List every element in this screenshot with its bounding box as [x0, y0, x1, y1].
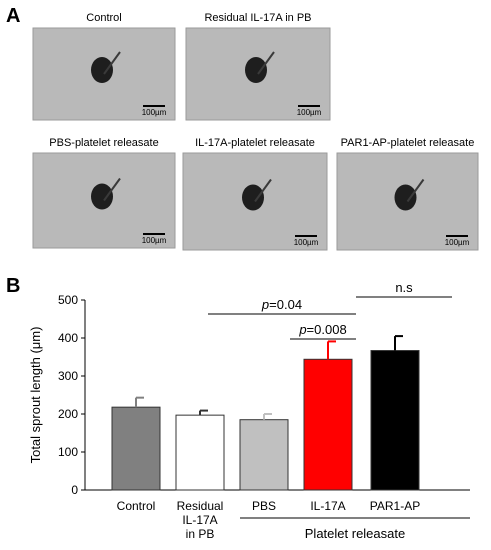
sprout	[254, 178, 272, 203]
bar	[239, 419, 289, 491]
spheroid	[394, 184, 417, 211]
y-tick-label: 400	[58, 331, 78, 345]
image-caption: Residual IL-17A in PB	[204, 12, 311, 24]
image-caption: PBS-platelet releasate	[49, 137, 158, 149]
sprout	[103, 177, 121, 202]
scale-bar-label: 100µm	[445, 238, 470, 247]
scale-bar-label: 100µm	[294, 238, 319, 247]
annotation: n.s	[395, 280, 413, 295]
bar	[303, 358, 353, 491]
y-tick-label: 100	[58, 445, 78, 459]
y-tick-label: 500	[58, 293, 78, 307]
spheroid	[91, 183, 113, 210]
x-tick-label: Control	[117, 499, 156, 513]
spheroid	[242, 184, 264, 211]
scale-bar-label: 100µm	[297, 108, 322, 117]
sprout	[406, 178, 425, 203]
x-tick-label: IL-17A	[310, 499, 345, 513]
bar	[370, 350, 420, 491]
group-label: Platelet releasate	[305, 526, 405, 541]
y-tick-label: 0	[71, 483, 78, 497]
bar	[111, 406, 161, 491]
panel-label: A	[6, 5, 20, 27]
x-tick-label: Residual IL-17A in PB	[177, 499, 224, 541]
spheroid	[245, 57, 267, 83]
y-tick-label: 200	[58, 407, 78, 421]
y-tick-label: 300	[58, 369, 78, 383]
x-tick-label: PAR1-AP	[370, 499, 420, 513]
x-tick-label: PBS	[252, 499, 276, 513]
bar	[175, 414, 225, 491]
annotation: p=0.008	[298, 322, 346, 337]
scale-bar-label: 100µm	[142, 236, 167, 245]
image-caption: PAR1-AP-platelet releasate	[341, 137, 475, 149]
y-axis-label: Total sprout length (μm)	[28, 327, 43, 464]
sprout	[257, 51, 275, 75]
image-caption: IL-17A-platelet releasate	[195, 137, 315, 149]
panel-label: B	[6, 275, 20, 297]
scale-bar-label: 100µm	[142, 108, 167, 117]
image-caption: Control	[86, 12, 121, 24]
sprout	[103, 51, 121, 75]
spheroid	[91, 57, 113, 83]
annotation: p=0.04	[261, 297, 302, 312]
